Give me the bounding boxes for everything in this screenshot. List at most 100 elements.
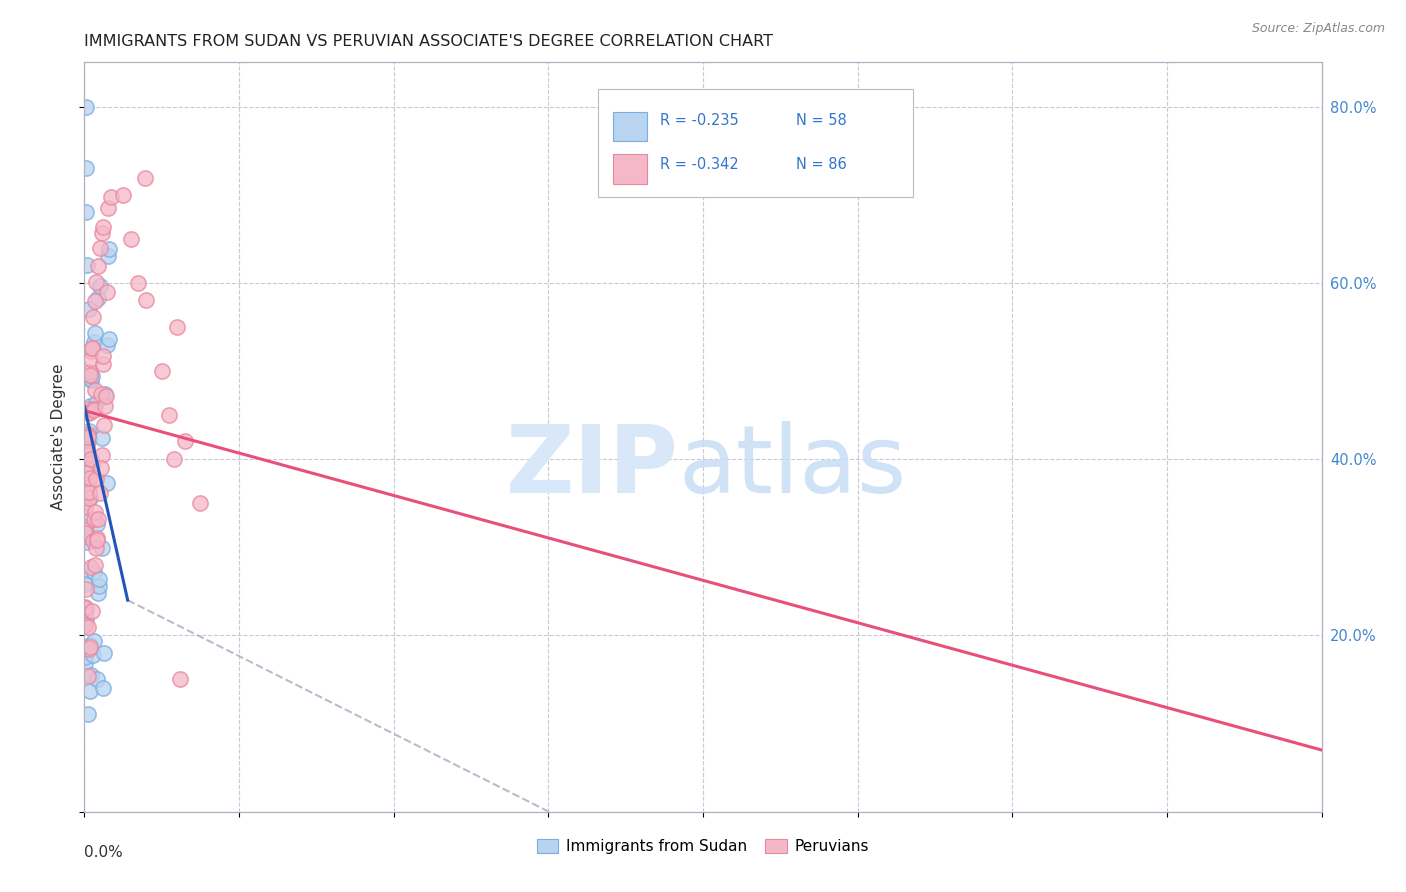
Point [86,472,108,486]
Point [89,242,111,256]
Point [77,452,100,467]
Point [91,681,114,696]
Point [77,424,100,438]
Point [77,620,100,634]
Point [83,401,105,416]
Bar [613,112,647,141]
Point [86,531,108,545]
Point [93,418,115,433]
Point [83,293,105,308]
Point [82,648,104,662]
Point [77,405,100,419]
Point [79,640,101,654]
Point [96,201,118,215]
Point [75,499,97,513]
Text: atlas: atlas [678,421,907,513]
Point [96,285,118,299]
Point [93,646,115,660]
Point [120,232,142,246]
Point [75,602,97,616]
Point [127,276,149,290]
Point [159,408,180,422]
Point [87,579,110,593]
Point [75,649,97,664]
Point [79,400,101,414]
Point [97,249,120,263]
Point [75,478,97,492]
Point [86,533,108,547]
Point [169,673,191,687]
Text: IMMIGRANTS FROM SUDAN VS PERUVIAN ASSOCIATE'S DEGREE CORRELATION CHART: IMMIGRANTS FROM SUDAN VS PERUVIAN ASSOCI… [84,34,773,49]
Point [76,477,98,491]
Text: N = 86: N = 86 [796,157,846,172]
Point [77,491,100,505]
Point [79,642,101,657]
Text: ZIP: ZIP [505,421,678,513]
Point [75,520,97,534]
Point [96,476,118,491]
Point [75,523,97,537]
Point [80,344,103,359]
Point [76,462,98,476]
Point [79,491,101,505]
Point [77,485,100,500]
Point [77,707,100,722]
Point [87,291,110,305]
Point [150,364,173,378]
Point [94,399,117,413]
Point [75,618,97,632]
Point [163,452,186,467]
Point [77,406,100,420]
Point [75,205,97,219]
Point [86,259,108,273]
Point [76,258,98,272]
Point [76,482,98,496]
Point [80,373,103,387]
Point [84,383,107,397]
Point [79,480,101,494]
Point [75,535,97,549]
Point [79,684,101,698]
Point [75,612,97,626]
Point [75,529,97,543]
Text: Source: ZipAtlas.com: Source: ZipAtlas.com [1251,22,1385,36]
Bar [613,154,647,184]
Point [75,656,97,670]
Point [82,533,104,548]
Point [80,667,103,681]
Point [80,559,103,574]
Point [75,608,97,623]
Point [91,448,114,462]
Point [79,638,101,652]
Point [83,512,105,526]
Point [75,529,97,543]
Point [75,520,97,534]
Point [83,326,105,341]
Point [76,429,98,443]
Point [84,541,107,556]
Point [75,577,97,591]
Point [75,600,97,615]
Point [75,99,97,113]
Point [76,427,98,442]
Point [98,332,121,346]
Point [75,582,97,596]
Point [98,243,121,257]
Point [77,432,100,446]
Text: N = 58: N = 58 [796,113,846,128]
Point [84,558,107,572]
Point [83,334,105,349]
Point [75,564,97,578]
Point [75,161,97,176]
Point [112,187,135,202]
Point [94,387,117,401]
Text: 0.0%: 0.0% [84,846,124,861]
Point [87,512,110,526]
Point [84,275,107,289]
Point [93,349,115,363]
Point [75,509,97,524]
Point [83,565,105,579]
Point [75,500,97,514]
Point [80,452,103,467]
Point [76,669,98,683]
